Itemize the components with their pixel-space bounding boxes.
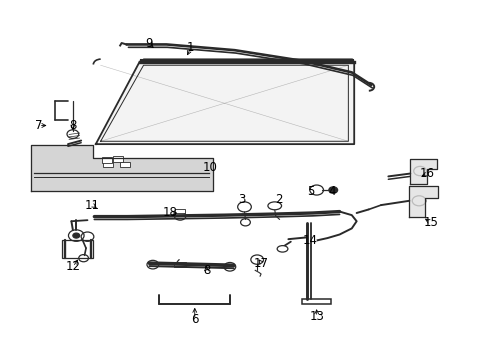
Text: 9: 9 <box>145 37 153 50</box>
Bar <box>103 162 113 167</box>
Text: 13: 13 <box>308 310 324 324</box>
Text: 14: 14 <box>302 234 317 247</box>
Ellipse shape <box>267 202 281 210</box>
Text: 10: 10 <box>203 161 217 174</box>
Circle shape <box>73 233 80 238</box>
Text: 12: 12 <box>65 260 80 273</box>
Text: 7: 7 <box>35 119 42 132</box>
Bar <box>113 156 122 162</box>
Text: 17: 17 <box>254 257 268 270</box>
Circle shape <box>328 187 337 193</box>
Bar <box>302 300 330 304</box>
Text: 8: 8 <box>203 264 210 277</box>
Text: 15: 15 <box>423 216 437 229</box>
Text: 8: 8 <box>69 119 77 132</box>
Text: 1: 1 <box>187 41 194 54</box>
Bar <box>120 162 130 167</box>
Bar <box>175 209 184 213</box>
Text: 3: 3 <box>238 193 245 206</box>
Text: 11: 11 <box>85 199 100 212</box>
Bar <box>61 240 93 258</box>
Text: 2: 2 <box>274 193 282 206</box>
Polygon shape <box>96 62 353 144</box>
Polygon shape <box>408 186 437 217</box>
Text: 4: 4 <box>328 185 335 198</box>
Text: 16: 16 <box>419 167 434 180</box>
Text: 5: 5 <box>306 185 313 198</box>
Text: 18: 18 <box>163 207 178 220</box>
Text: 6: 6 <box>191 313 198 327</box>
Polygon shape <box>409 159 436 184</box>
Ellipse shape <box>277 246 287 252</box>
Polygon shape <box>31 145 212 191</box>
Bar <box>174 262 186 267</box>
Bar <box>102 157 112 163</box>
